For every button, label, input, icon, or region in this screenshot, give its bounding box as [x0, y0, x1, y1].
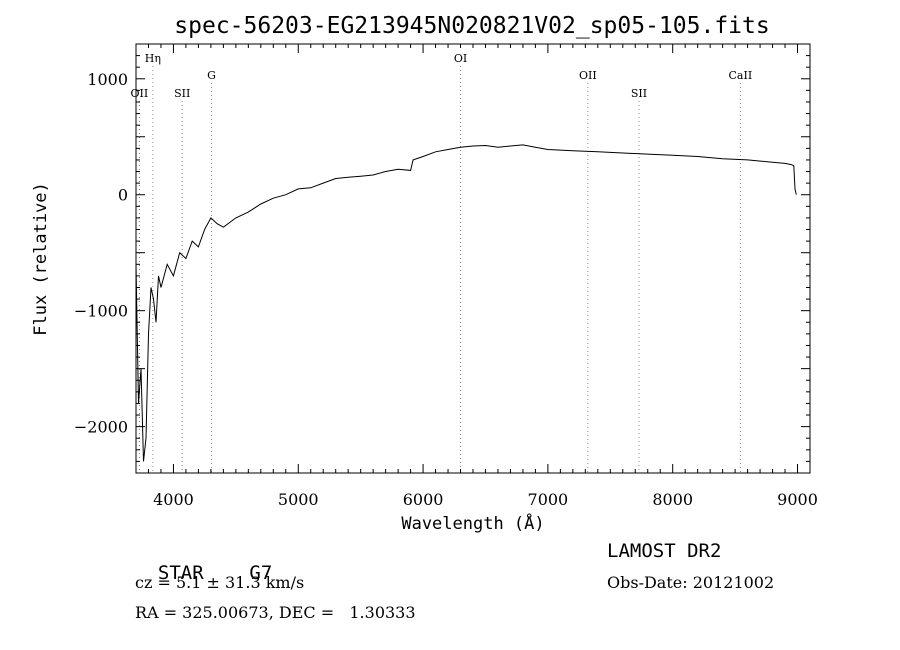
- spectral-line-label: SII: [174, 87, 190, 100]
- y-axis-label: Flux (relative): [31, 182, 51, 336]
- subclass-value: G7: [249, 562, 273, 584]
- chart-title: spec-56203-EG213945N020821V02_sp05-105.f…: [174, 13, 769, 39]
- y-tick-label: 0: [118, 186, 128, 205]
- object-class-value: STAR: [157, 562, 204, 584]
- redshift-text: cz = 5.1 ± 31.3 km/s: [135, 573, 305, 592]
- x-tick-label: 6000: [403, 490, 444, 509]
- object-class: STAR G7: [135, 540, 272, 584]
- y-tick-label: −1000: [74, 302, 128, 321]
- spectral-line-label: SII: [631, 87, 647, 100]
- survey-name: LAMOST DR2: [607, 540, 722, 562]
- spectral-line-markers: Hη OII SII G OI OII SII CaII: [131, 52, 753, 473]
- spectral-line-label: OII: [579, 69, 597, 82]
- obs-date-text: Obs-Date: 20121002: [607, 573, 775, 592]
- spectrum-series-line: [135, 144, 797, 462]
- x-tick-label: 9000: [777, 490, 818, 509]
- y-tick-label: −2000: [74, 418, 128, 437]
- spectral-line-label: CaII: [729, 69, 753, 82]
- y-axis: 1000 0 −1000 −2000: [74, 43, 810, 474]
- x-axis-label: Wavelength (Å): [401, 512, 544, 534]
- y-tick-label: 1000: [87, 70, 128, 89]
- x-axis: 4000 5000 6000 7000 8000 9000: [147, 44, 818, 509]
- spectral-line-label: G: [207, 69, 216, 82]
- coordinates-text: RA = 325.00673, DEC = 1.30333: [135, 603, 416, 622]
- plot-frame: [135, 43, 811, 474]
- x-tick-label: 8000: [652, 490, 693, 509]
- spectral-line-label: Hη: [145, 52, 161, 65]
- spectral-line-label: OII: [131, 87, 149, 100]
- x-tick-label: 4000: [153, 490, 194, 509]
- spectral-line-label: OI: [454, 52, 467, 65]
- x-tick-label: 7000: [528, 490, 569, 509]
- x-tick-label: 5000: [278, 490, 319, 509]
